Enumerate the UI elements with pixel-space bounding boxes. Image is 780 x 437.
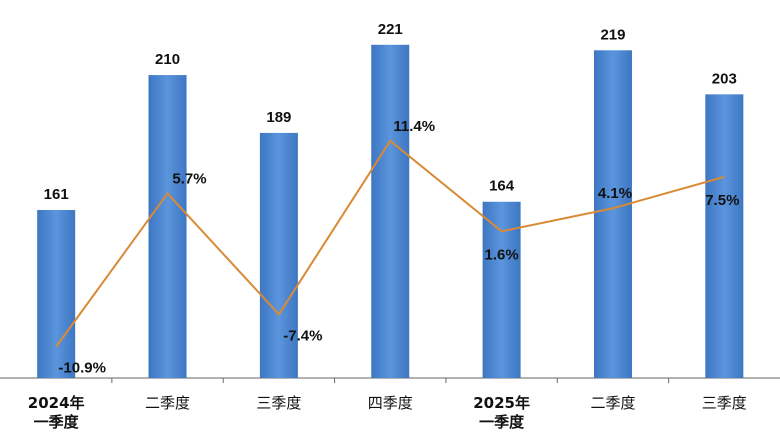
x-tick-label: 二季度 bbox=[145, 394, 191, 412]
x-tick-label: 二季度 bbox=[590, 394, 636, 412]
bar bbox=[148, 75, 187, 379]
x-tick-label: 三季度 bbox=[256, 394, 302, 412]
x-tick-label: 四季度 bbox=[367, 394, 413, 412]
line-value-label: -7.4% bbox=[283, 327, 322, 344]
x-tick-label: 三季度 bbox=[701, 394, 747, 412]
bar-value-label: 164 bbox=[489, 178, 515, 195]
x-tick-label: 2024年 一季度 bbox=[27, 394, 85, 431]
line-value-label: 4.1% bbox=[598, 185, 632, 202]
bar bbox=[371, 44, 410, 379]
bar bbox=[37, 210, 76, 378]
bar-value-label: 203 bbox=[712, 70, 737, 87]
line-value-label: -10.9% bbox=[58, 360, 106, 377]
bar-value-label: 221 bbox=[378, 21, 403, 38]
line-value-label: 1.6% bbox=[485, 246, 519, 263]
line-value-label: 11.4% bbox=[393, 118, 435, 135]
bar bbox=[259, 132, 298, 378]
x-tick-label: 2025年 一季度 bbox=[473, 394, 530, 431]
bar-value-label: 210 bbox=[155, 51, 180, 68]
line bbox=[55, 139, 725, 348]
line-value-label: 5.7% bbox=[172, 170, 206, 187]
bar bbox=[705, 94, 744, 378]
line-value-label: 7.5% bbox=[705, 192, 739, 209]
bar-value-label: 189 bbox=[266, 109, 291, 126]
bar-value-label: 161 bbox=[44, 186, 69, 203]
bar bbox=[593, 50, 632, 379]
bar-value-label: 219 bbox=[600, 26, 625, 43]
